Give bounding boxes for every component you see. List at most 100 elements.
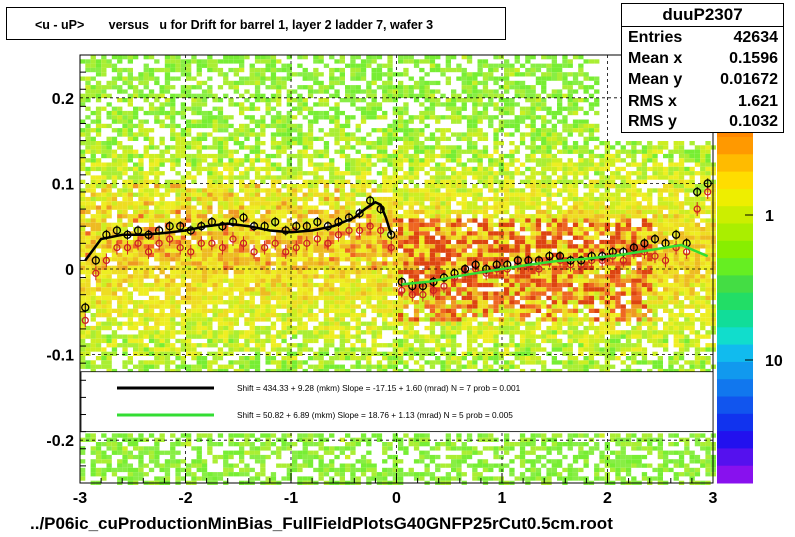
heatmap-cell [276,89,282,94]
heatmap-cell [286,442,292,447]
heatmap-cell [106,360,112,365]
heatmap-cell [493,67,499,73]
heatmap-cell [106,454,112,460]
heatmap-cell [376,227,383,232]
heatmap-cell [350,450,356,455]
heatmap-cell [477,248,483,253]
heatmap-cell [95,304,102,309]
heatmap-cell [95,110,102,116]
heatmap-cell [122,76,128,81]
heatmap-cell [175,265,181,270]
heatmap-cell [170,201,176,206]
heatmap-cell [493,244,499,249]
heatmap-cell [196,59,202,64]
heatmap-cell [164,364,171,369]
heatmap-cell [249,158,255,163]
heatmap-cell [170,239,176,245]
heatmap-cell [472,102,478,107]
heatmap-cell [323,98,330,103]
heatmap-cell [488,278,494,283]
heatmap-cell [117,334,123,339]
heatmap-cell [233,313,239,318]
heatmap-cell [239,141,245,146]
heatmap-cell [133,106,139,111]
heatmap-cell [106,364,112,369]
heatmap-cell [260,222,266,227]
heatmap-cell [451,454,457,460]
heatmap-cell [148,145,155,150]
heatmap-cell [461,325,467,331]
heatmap-cell [445,209,451,215]
heatmap-cell [445,196,451,202]
heatmap-cell [472,450,478,455]
heatmap-cell [398,257,404,262]
heatmap-cell [403,330,409,335]
heatmap-cell [371,295,377,301]
heatmap-cell [482,80,489,86]
heatmap-cell [254,476,261,481]
heatmap-cell [122,295,128,301]
heatmap-cell [307,145,314,150]
heatmap-cell [482,235,489,240]
heatmap-cell [307,282,314,288]
heatmap-cell [456,244,462,249]
heatmap-cell [408,291,414,296]
heatmap-cell [101,476,107,481]
heatmap-cell [334,231,340,236]
heatmap-cell [260,295,266,301]
heatmap-cell [345,252,351,258]
heatmap-cell [345,166,351,172]
heatmap-cell [154,347,160,352]
heatmap-cell [217,313,224,318]
heatmap-cell [493,106,499,111]
heatmap-cell [254,325,261,331]
heatmap-cell [159,205,165,210]
heatmap-cell [265,476,271,481]
heatmap-cell [360,235,367,240]
heatmap-cell [281,338,287,344]
heatmap-cell [170,188,176,193]
heatmap-cell [360,227,367,232]
heatmap-cell [117,171,123,176]
heatmap-cell [223,454,229,460]
heatmap-cell [95,115,102,120]
heatmap-cell [413,132,420,137]
heatmap-cell [292,231,298,236]
heatmap-cell [435,304,441,309]
heatmap-cell [429,330,436,335]
heatmap-cell [318,239,324,245]
heatmap-cell [244,257,250,262]
heatmap-cell [445,222,451,227]
heatmap-cell [201,265,208,270]
heatmap-cell [466,166,473,172]
heatmap-cell [260,459,266,464]
heatmap-cell [201,115,208,120]
heatmap-cell [334,252,340,258]
heatmap-cell [408,368,414,374]
heatmap-cell [159,437,165,442]
heatmap-cell [456,192,462,197]
heatmap-cell [424,334,430,339]
heatmap-cell [323,85,330,90]
heatmap-cell [482,364,489,369]
heatmap-cell [482,459,489,464]
heatmap-cell [111,282,118,288]
heatmap-cell [228,304,234,309]
heatmap-cell [164,343,171,348]
heatmap-cell [80,248,86,253]
heatmap-cell [101,205,107,210]
heatmap-cell [143,244,149,249]
heatmap-cell [466,119,473,124]
heatmap-cell [292,270,298,275]
heatmap-cell [482,214,489,219]
heatmap-cell [111,239,118,245]
heatmap-cell [435,119,441,124]
heatmap-cell [392,265,398,270]
heatmap-cell [212,93,218,98]
heatmap-cell [265,166,271,172]
heatmap-cell [482,201,489,206]
heatmap-cell [90,175,96,180]
heatmap-cell [228,214,234,219]
heatmap-cell [307,291,314,296]
heatmap-cell [80,205,86,210]
